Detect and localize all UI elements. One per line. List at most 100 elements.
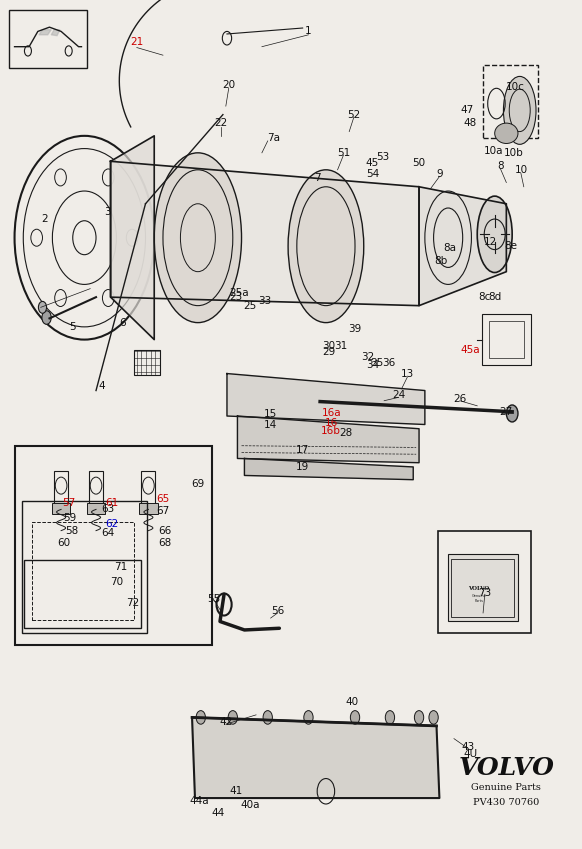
Circle shape	[263, 711, 272, 724]
Text: 10: 10	[514, 165, 527, 175]
Text: 48: 48	[464, 118, 477, 128]
Text: 13: 13	[401, 368, 414, 379]
Ellipse shape	[288, 170, 364, 323]
Text: 53: 53	[376, 152, 389, 162]
Circle shape	[429, 711, 438, 724]
Text: 62: 62	[106, 519, 119, 529]
Text: 65: 65	[157, 494, 169, 504]
Text: 47: 47	[460, 105, 473, 115]
Bar	[483, 65, 538, 138]
Text: 7: 7	[314, 173, 321, 183]
Polygon shape	[192, 717, 439, 798]
Bar	[32, 522, 134, 620]
Text: 29: 29	[322, 347, 335, 357]
Polygon shape	[419, 187, 506, 306]
Text: 54: 54	[366, 169, 379, 179]
Ellipse shape	[495, 123, 518, 143]
Text: 66: 66	[158, 526, 171, 536]
Text: 44a: 44a	[190, 796, 210, 806]
Text: 41: 41	[229, 786, 242, 796]
Text: 33: 33	[258, 296, 271, 306]
Polygon shape	[237, 416, 419, 463]
Text: 4U: 4U	[463, 749, 477, 759]
Circle shape	[414, 711, 424, 724]
Text: 40: 40	[346, 697, 359, 707]
Bar	[89, 471, 103, 509]
Text: 56: 56	[271, 606, 284, 616]
Bar	[134, 350, 160, 375]
Text: 52: 52	[347, 110, 360, 120]
Text: 39: 39	[349, 324, 361, 335]
Text: 10a: 10a	[484, 146, 503, 156]
Polygon shape	[227, 374, 425, 424]
Text: 2: 2	[41, 214, 48, 224]
Circle shape	[506, 405, 518, 422]
Text: 16: 16	[325, 418, 338, 428]
Circle shape	[350, 711, 360, 724]
Text: 59: 59	[63, 513, 76, 523]
Text: 27: 27	[500, 407, 513, 417]
Text: 51: 51	[337, 148, 350, 158]
Text: 22: 22	[215, 118, 228, 128]
Text: 44: 44	[212, 808, 225, 818]
Text: 45: 45	[366, 158, 379, 168]
Text: 1: 1	[305, 26, 312, 37]
Bar	[139, 503, 158, 514]
Bar	[87, 503, 105, 514]
Circle shape	[385, 711, 395, 724]
Text: Genuine Parts: Genuine Parts	[471, 784, 541, 792]
Text: VOLVO: VOLVO	[459, 756, 554, 780]
Text: 30: 30	[322, 341, 335, 351]
Polygon shape	[244, 458, 413, 480]
Text: VOLVO: VOLVO	[469, 586, 489, 591]
Text: 9: 9	[436, 169, 443, 179]
Text: 8e: 8e	[505, 241, 517, 251]
Text: 73: 73	[478, 588, 491, 598]
Text: 25: 25	[244, 301, 257, 311]
Text: 45a: 45a	[460, 345, 480, 355]
Circle shape	[38, 301, 47, 313]
Text: 34: 34	[366, 360, 379, 370]
Polygon shape	[111, 161, 419, 306]
Text: 10b: 10b	[503, 148, 523, 158]
Text: Genuine
Parts: Genuine Parts	[471, 594, 487, 603]
Text: 31: 31	[335, 341, 347, 351]
Polygon shape	[51, 30, 60, 36]
Text: 71: 71	[115, 562, 127, 572]
Text: 26: 26	[453, 394, 466, 404]
Text: 40a: 40a	[240, 800, 260, 810]
Ellipse shape	[477, 196, 512, 273]
Text: 16a: 16a	[322, 408, 342, 419]
Text: 23: 23	[229, 292, 242, 302]
Text: 17: 17	[296, 445, 309, 455]
Bar	[448, 554, 518, 621]
Text: 24: 24	[392, 390, 405, 400]
Text: 36: 36	[382, 358, 395, 368]
Bar	[482, 314, 531, 365]
Text: 12: 12	[484, 237, 496, 247]
Text: 4: 4	[98, 381, 105, 391]
Bar	[24, 560, 141, 628]
Text: 57: 57	[62, 498, 75, 508]
Text: 60: 60	[58, 538, 70, 548]
Bar	[15, 446, 212, 645]
Bar	[141, 471, 155, 509]
Bar	[438, 531, 531, 633]
Text: 70: 70	[110, 576, 123, 587]
Text: 8d: 8d	[488, 292, 501, 302]
Bar	[451, 559, 514, 617]
Text: 15: 15	[264, 409, 277, 419]
Text: 61: 61	[105, 498, 118, 508]
Polygon shape	[39, 30, 51, 35]
Text: 32: 32	[361, 351, 374, 362]
Text: 10c: 10c	[506, 82, 524, 93]
Ellipse shape	[154, 153, 242, 323]
Bar	[489, 321, 524, 358]
Text: 21: 21	[130, 37, 143, 48]
Text: 28: 28	[340, 428, 353, 438]
Text: 35: 35	[371, 358, 384, 368]
Text: 14: 14	[264, 419, 277, 430]
Text: 68: 68	[158, 538, 171, 548]
Bar	[22, 501, 147, 633]
Text: 8c: 8c	[478, 292, 491, 302]
